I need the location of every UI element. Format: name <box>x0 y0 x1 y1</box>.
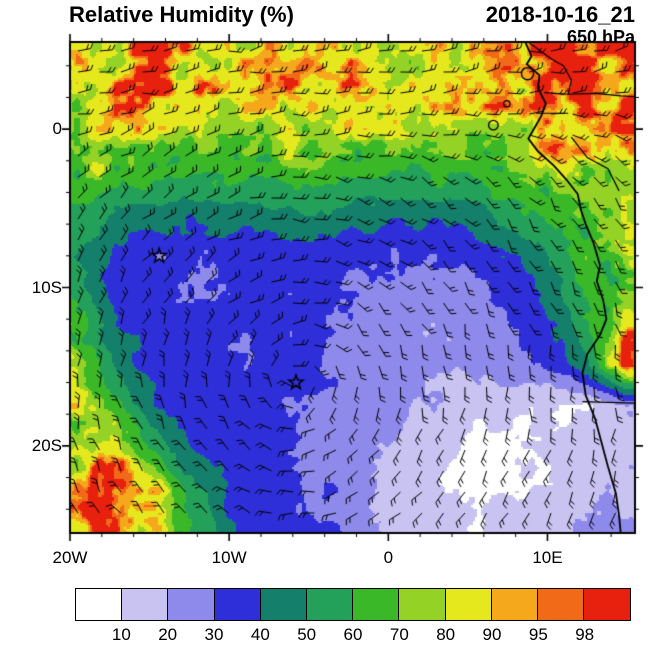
colorbar-cell <box>259 588 308 621</box>
colorbar-label: 40 <box>250 625 270 644</box>
colorbar-cells <box>75 588 632 621</box>
colorbar-label: 30 <box>204 625 224 644</box>
colorbar-label: 90 <box>482 625 502 644</box>
colorbar-labels: 10 20 30 40 50 60 70 80 90 95 98 <box>75 621 631 645</box>
y-tick-label: 10S <box>31 277 62 297</box>
colorbar-label: 98 <box>575 625 595 644</box>
x-tick-label: 10E <box>532 548 563 567</box>
colorbar-cell <box>75 588 123 621</box>
y-tick-label: 20S <box>31 435 62 455</box>
colorbar-cell <box>306 588 354 621</box>
colorbar-cell <box>121 588 169 621</box>
x-tick-label: 10W <box>211 548 247 567</box>
map-canvas <box>0 0 650 545</box>
colorbar-cell <box>490 588 539 621</box>
colorbar-label: 20 <box>158 625 178 644</box>
colorbar-cell <box>583 588 632 621</box>
colorbar-cell <box>398 588 447 621</box>
colorbar-label: 70 <box>389 625 409 644</box>
colorbar-cell <box>167 588 216 621</box>
colorbar-label: 95 <box>528 625 548 644</box>
colorbar-label: 60 <box>343 625 363 644</box>
colorbar: 10 20 30 40 50 60 70 80 90 95 98 <box>75 588 632 645</box>
x-tick-label: 20W <box>52 548 88 567</box>
colorbar-cell <box>352 588 401 621</box>
x-tick-label: 0 <box>383 548 394 567</box>
colorbar-cell <box>537 588 585 621</box>
colorbar-label: 80 <box>436 625 456 644</box>
y-tick-label: 0 <box>52 119 62 139</box>
colorbar-label: 10 <box>111 625 131 644</box>
colorbar-cell <box>444 588 493 621</box>
colorbar-cell <box>213 588 262 621</box>
colorbar-label: 50 <box>297 625 317 644</box>
